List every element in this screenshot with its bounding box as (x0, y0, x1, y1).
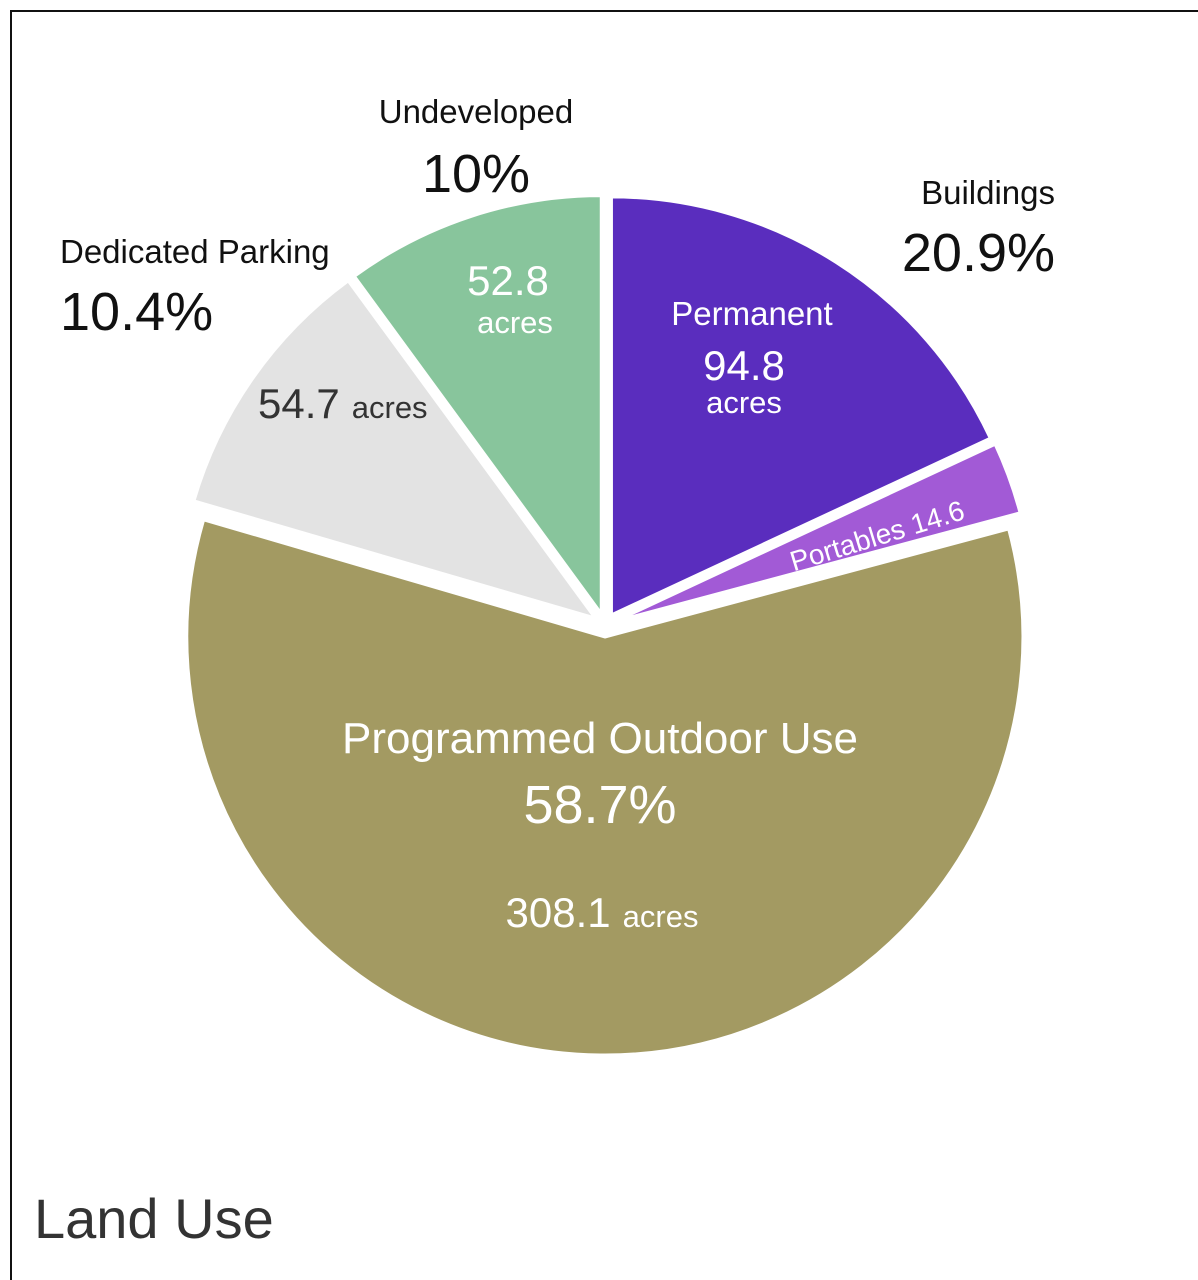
parking-value-unit: acres (352, 390, 428, 425)
parking-value-number: 54.7 (258, 380, 340, 427)
outdoor-name-label: Programmed Outdoor Use (342, 714, 858, 763)
undeveloped-value-label: 52.8 (467, 257, 549, 304)
outdoor-percent-label: 58.7% (523, 775, 676, 835)
parking-percent-label: 10.4% (60, 282, 213, 342)
permanent-unit-label: acres (706, 385, 782, 420)
permanent-name-label: Permanent (671, 295, 832, 332)
undeveloped-name-label: Undeveloped (379, 93, 574, 130)
parking-name-label: Dedicated Parking (60, 233, 330, 270)
outdoor-value-number: 308.1 (506, 889, 611, 936)
undeveloped-percent-label: 10% (422, 144, 530, 204)
page-title: Land Use (34, 1187, 274, 1250)
buildings-name-label: Buildings (921, 174, 1055, 211)
undeveloped-unit-label: acres (477, 305, 553, 340)
outdoor-value-unit: acres (623, 899, 699, 934)
buildings-percent-label: 20.9% (902, 223, 1055, 283)
permanent-value-label: 94.8 (703, 342, 785, 389)
